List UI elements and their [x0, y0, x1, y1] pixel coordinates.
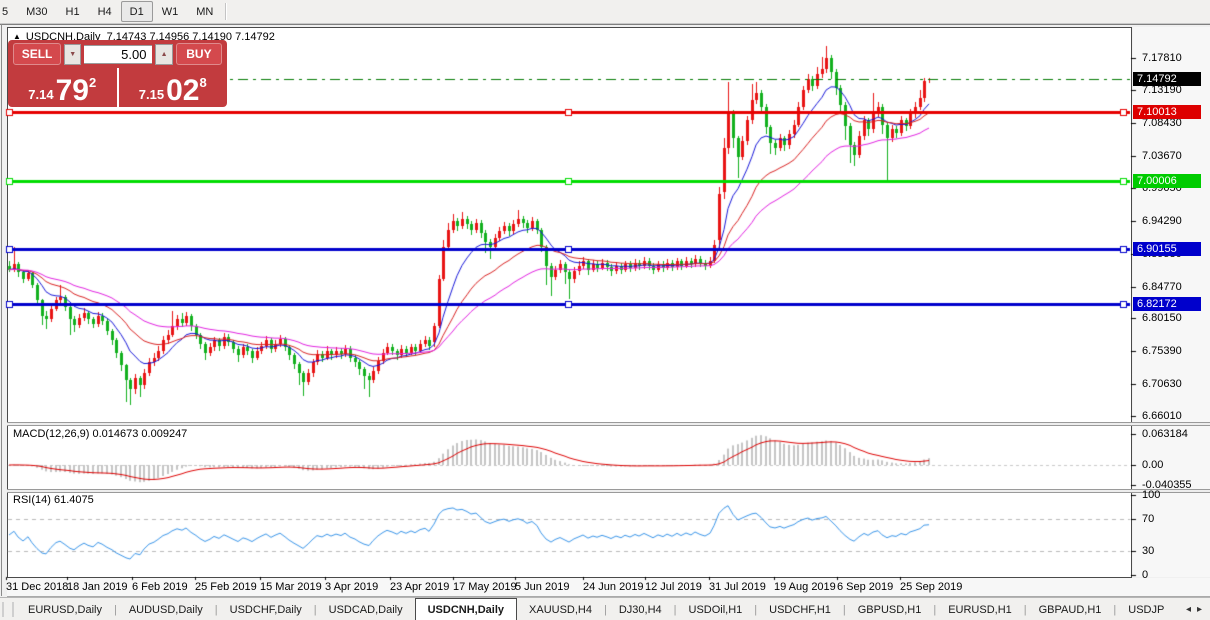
window-left-border [1, 24, 2, 596]
date-tick-label: 3 Apr 2019 [325, 581, 379, 593]
window-top-border [0, 24, 1210, 25]
tab-scroll-buttons: ◂ ▸ [1178, 598, 1210, 620]
price-tick-label: 6.66010 [1142, 410, 1182, 423]
tab-xauusd-h4[interactable]: XAUUSD,H4 [529, 603, 592, 616]
rsi-tick-label: 30 [1142, 545, 1155, 557]
date-tick-label: 19 Aug 2019 [774, 581, 836, 593]
scroll-left-icon[interactable]: ◂ [1185, 604, 1191, 615]
toolbar-separator [225, 3, 227, 20]
price-badge: 7.14792 [1133, 71, 1201, 86]
volume-increase-icon[interactable]: ▲ [155, 43, 173, 65]
pane-splitter-rsi[interactable] [7, 489, 1210, 493]
date-tick-label: 6 Feb 2019 [132, 581, 188, 593]
buy-price-display[interactable]: 7.15 02 8 [116, 68, 228, 107]
price-tick-label: 6.84770 [1142, 280, 1182, 293]
buy-price-head: 7.15 [138, 87, 165, 102]
toolbar-timeframe-5[interactable]: 5 [2, 5, 9, 18]
toolbar-timeframe-m30[interactable]: M30 [26, 5, 48, 18]
price-badge: 7.00006 [1133, 174, 1201, 189]
chart-plot-area[interactable] [7, 27, 1132, 578]
rsi-tick-label: 0 [1142, 569, 1149, 581]
tab-usdchf-daily[interactable]: USDCHF,Daily [229, 603, 302, 616]
price-badge: 7.10013 [1133, 104, 1201, 119]
sell-button[interactable]: SELL [13, 43, 62, 65]
sell-price-big: 79 [55, 73, 89, 107]
date-tick-label: 17 May 2019 [453, 581, 517, 593]
macd-tick-label: 0.063184 [1142, 428, 1188, 441]
toolbar-timeframe-h4[interactable]: H4 [97, 5, 112, 18]
price-badge: 6.82172 [1133, 297, 1201, 312]
date-tick-label: 6 Sep 2019 [837, 581, 894, 593]
close-value: 7.14792 [235, 31, 275, 43]
toolbar-timeframe-mn[interactable]: MN [196, 5, 214, 18]
toolbar-timeframe-d1[interactable]: D1 [120, 1, 153, 22]
tab-gbpaud-h1[interactable]: GBPAUD,H1 [1038, 603, 1102, 616]
tab-usdoil-h1[interactable]: USDOil,H1 [688, 603, 743, 616]
price-badge: 6.90155 [1133, 242, 1201, 257]
pane-splitter-macd[interactable] [7, 422, 1210, 426]
chart-tab-bar: EURUSD,Daily | AUDUSD,Daily | USDCHF,Daily | U… [0, 597, 1210, 620]
sell-price-pip: 2 [88, 75, 97, 90]
buy-price-big: 02 [166, 73, 200, 107]
toolbar-timeframe-h1[interactable]: H1 [65, 5, 80, 18]
date-tick-label: 25 Sep 2019 [900, 581, 963, 593]
tab-usdcnh-daily[interactable]: USDCNH,Daily [414, 598, 518, 620]
timeframe-toolbar: 5 M30 H1 H4 D1 W1 MN [0, 0, 1210, 24]
toolbar-timeframe-w1[interactable]: W1 [161, 5, 179, 18]
tab-usdjp[interactable]: USDJP [1128, 603, 1165, 616]
tab-usdchf-h1[interactable]: USDCHF,H1 [769, 603, 831, 616]
date-tick-label: 24 Jun 2019 [583, 581, 644, 593]
volume-input[interactable] [84, 44, 153, 64]
price-tick-label: 6.70630 [1142, 378, 1182, 391]
macd-tick-label: 0.00 [1142, 459, 1164, 471]
tab-dj30-h4[interactable]: DJ30,H4 [618, 603, 662, 616]
price-tick-label: 6.75390 [1142, 345, 1182, 358]
scroll-right-icon[interactable]: ▸ [1196, 604, 1202, 615]
tab-usdcad-daily[interactable]: USDCAD,Daily [328, 603, 403, 616]
tab-bar-grip[interactable] [2, 602, 14, 617]
price-tick-label: 7.03670 [1142, 149, 1182, 162]
tab-audusd-daily[interactable]: AUDUSD,Daily [128, 603, 203, 616]
buy-button[interactable]: BUY [175, 43, 222, 65]
date-tick-label: 31 Dec 2018 [6, 581, 69, 593]
macd-indicator-label: MACD(12,26,9) 0.014673 0.009247 [13, 428, 188, 440]
price-axis[interactable]: 7.178107.131907.084307.036706.990506.942… [1133, 27, 1210, 581]
sell-price-display[interactable]: 7.14 79 2 [8, 68, 117, 107]
tab-eurusd-h1[interactable]: EURUSD,H1 [948, 603, 1012, 616]
buy-price-pip: 8 [199, 75, 207, 90]
date-tick-label: 15 Mar 2019 [260, 581, 322, 593]
one-click-trading-panel: SELL ▼ ▲ BUY 7.14 79 2 7.15 02 8 [8, 40, 227, 107]
price-tick-label: 6.80150 [1142, 312, 1182, 325]
date-tick-label: 12 Jul 2019 [645, 581, 702, 593]
date-tick-label: 31 Jul 2019 [709, 581, 766, 593]
date-tick-label: 23 Apr 2019 [390, 581, 450, 593]
rsi-tick-label: 70 [1142, 513, 1155, 525]
rsi-tick-label: 100 [1142, 489, 1161, 501]
rsi-indicator-label: RSI(14) 61.4075 [13, 494, 94, 506]
sell-price-head: 7.14 [28, 87, 54, 102]
date-axis[interactable]: 31 Dec 2018 18 Jan 2019 6 Feb 2019 25 Feb 2… [6, 578, 1210, 597]
volume-decrease-icon[interactable]: ▼ [64, 43, 82, 65]
date-tick-label: 25 Feb 2019 [195, 581, 257, 593]
tab-gbpusd-h1[interactable]: GBPUSD,H1 [857, 603, 922, 616]
date-tick-label: 5 Jun 2019 [515, 581, 570, 593]
price-tick-label: 7.17810 [1142, 52, 1182, 65]
tab-eurusd-daily[interactable]: EURUSD,Daily [28, 603, 102, 616]
price-tick-label: 6.94290 [1142, 214, 1182, 227]
date-tick-label: 18 Jan 2019 [67, 581, 128, 593]
